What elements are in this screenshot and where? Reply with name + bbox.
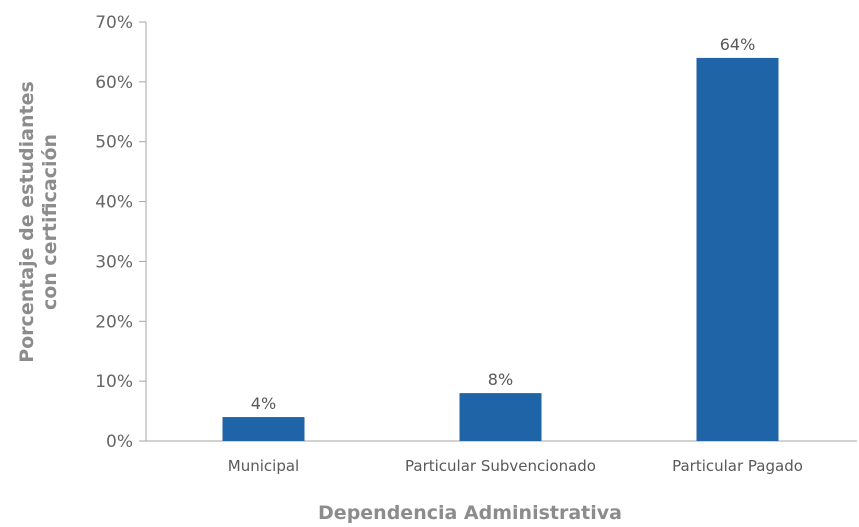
bar-municipal [222, 417, 305, 441]
y-axis-title-line-2: con certificación [39, 134, 61, 310]
y-tick-label: 50% [95, 133, 133, 153]
x-tick-label: Particular Subvencionado [405, 457, 596, 475]
y-tick-label: 40% [95, 193, 133, 213]
y-tick-label: 60% [95, 73, 133, 93]
bar-particular-pagado [696, 57, 779, 442]
bar-particular-subvencionado [459, 393, 542, 441]
y-axis: 0% 10% 20% 30% 40% 50% 60% 70% [95, 13, 147, 452]
y-axis-title: Porcentaje de estudiantes con certificac… [16, 81, 61, 363]
bars [222, 57, 779, 442]
y-axis-title-line-1: Porcentaje de estudiantes [16, 81, 38, 363]
data-label: 8% [488, 370, 513, 389]
x-tick-label: Municipal [228, 457, 299, 475]
y-tick-label: 0% [106, 432, 133, 452]
data-labels: 4% 8% 64% [251, 35, 755, 413]
data-label: 64% [720, 35, 756, 54]
data-label: 4% [251, 394, 276, 413]
y-tick-label: 10% [95, 372, 133, 392]
y-tick-label: 30% [95, 252, 133, 272]
x-axis-title: Dependencia Administrativa [318, 502, 622, 524]
y-tick-label: 20% [95, 312, 133, 332]
x-tick-label: Particular Pagado [672, 457, 803, 475]
y-tick-label: 70% [95, 13, 133, 33]
category-labels: Municipal Particular Subvencionado Particu… [228, 457, 803, 475]
